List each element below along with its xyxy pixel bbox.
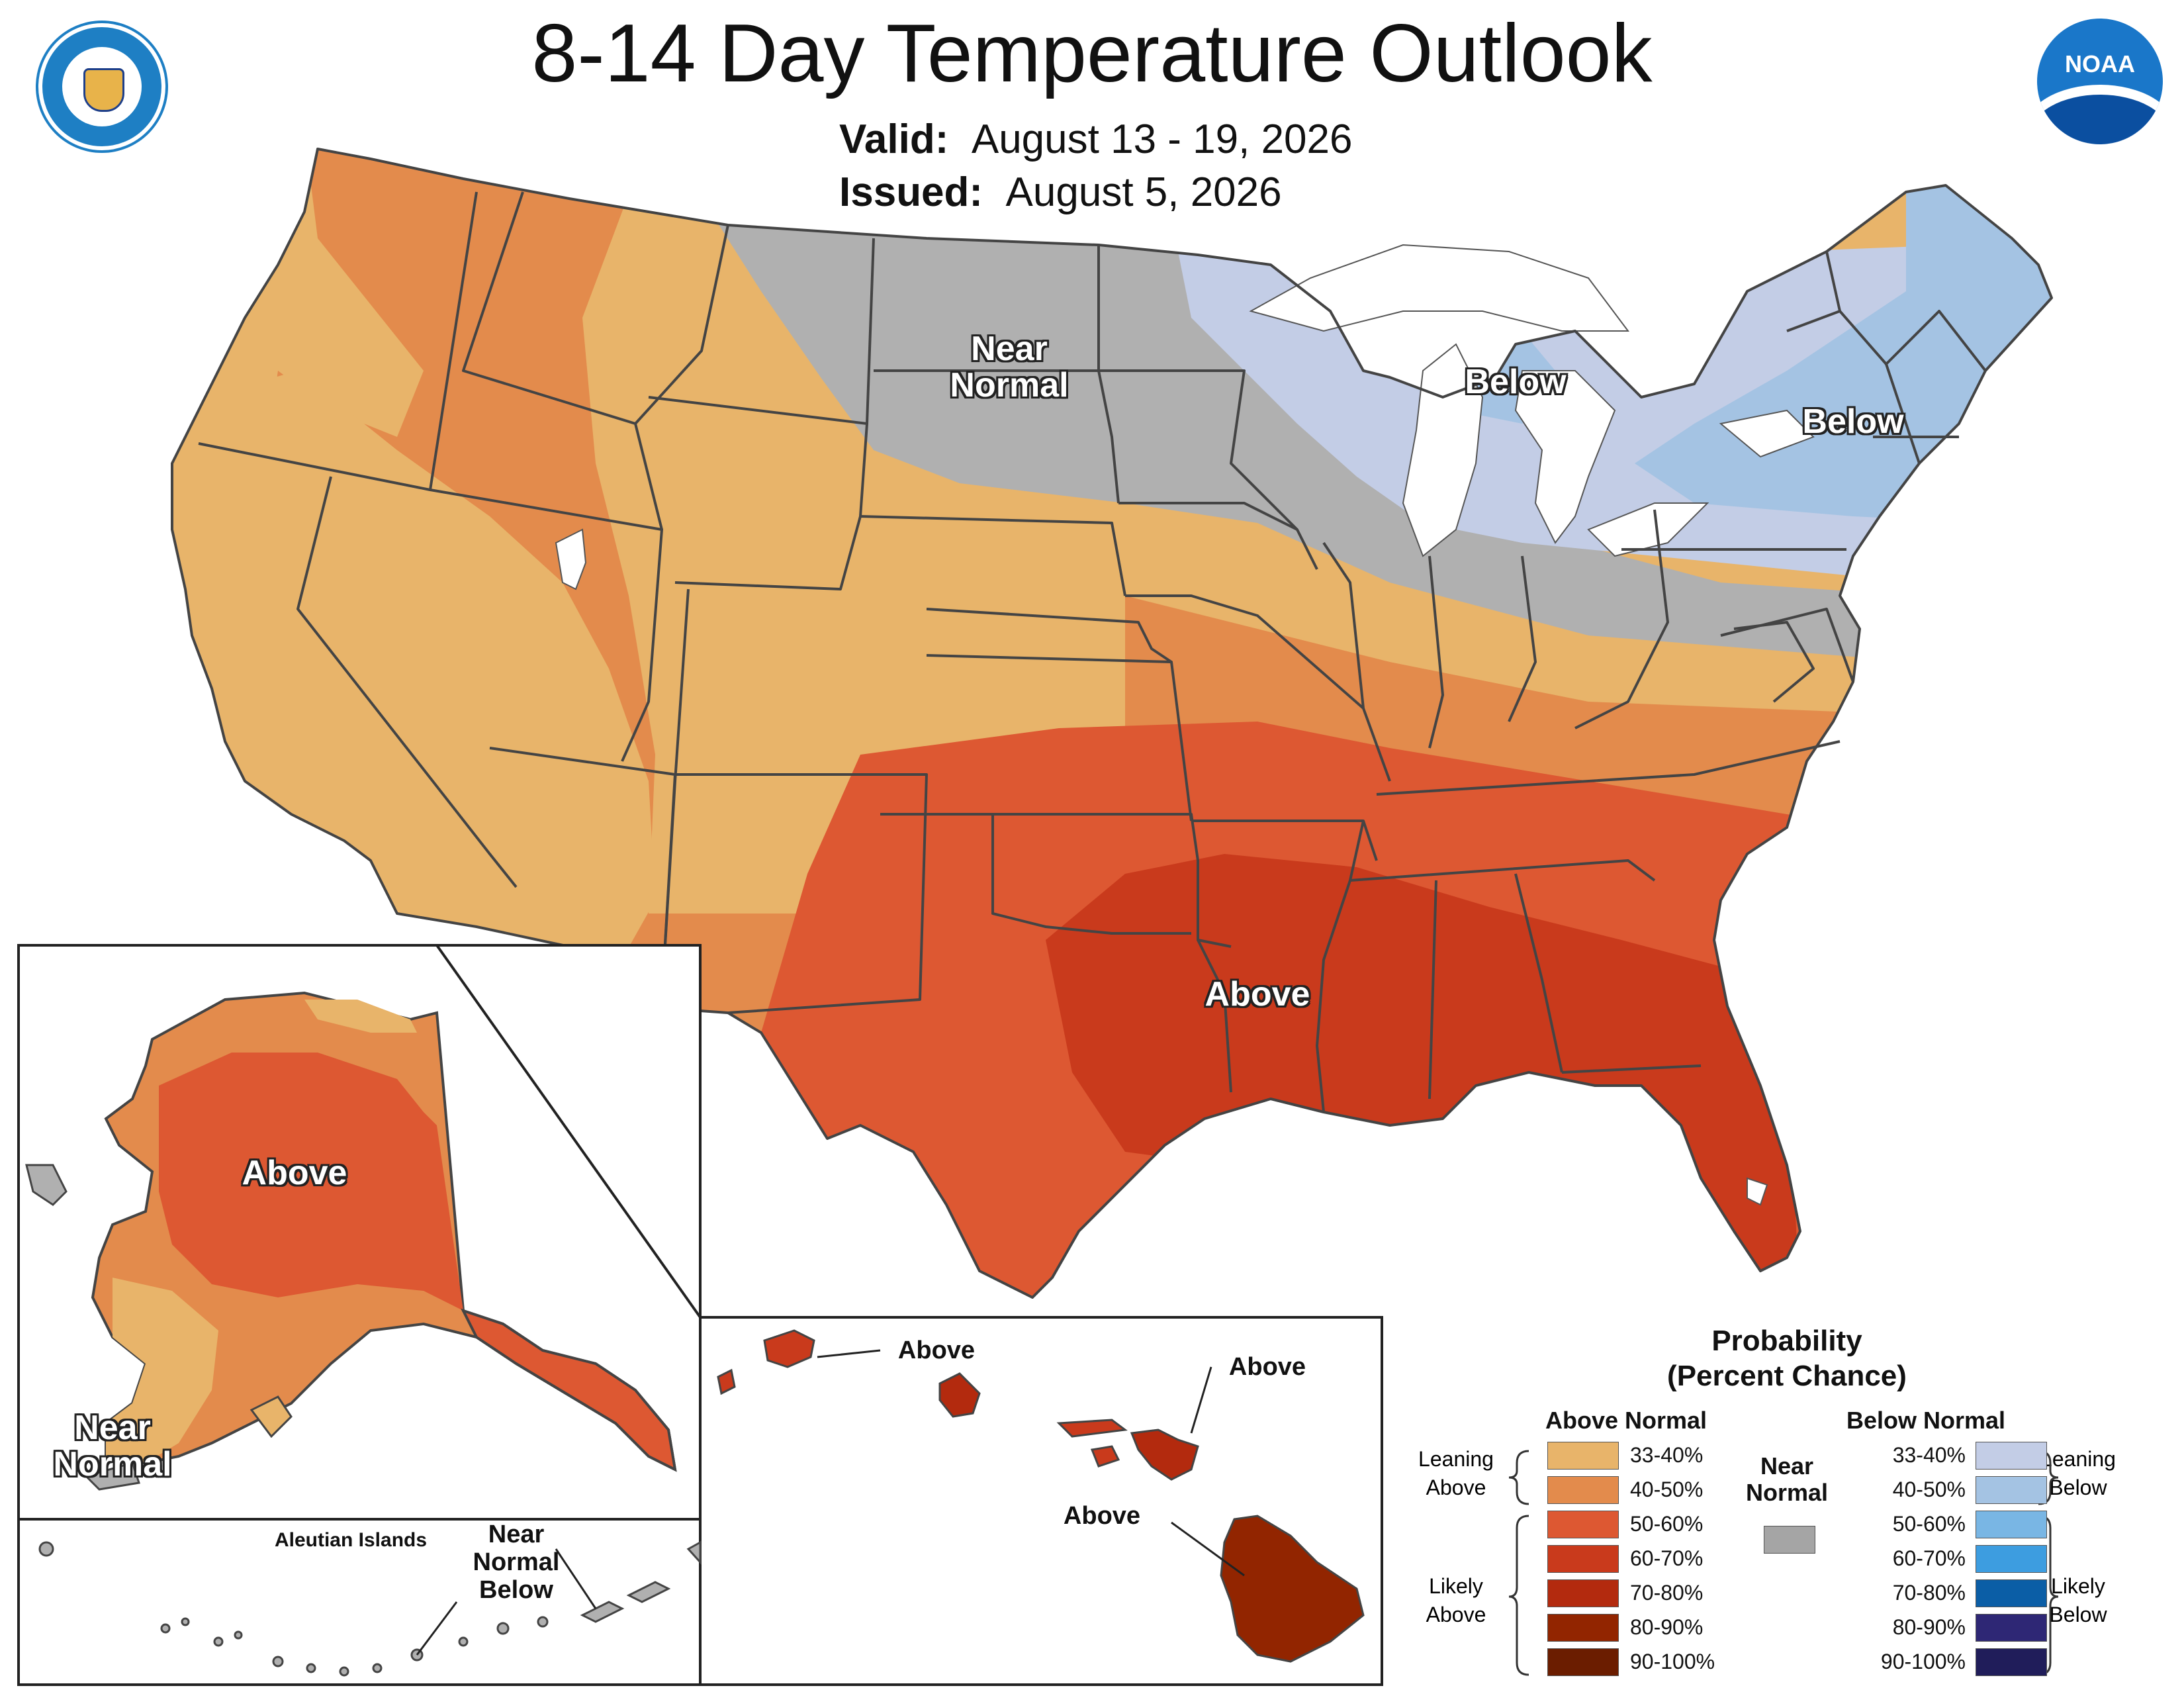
legend-below-swatch	[1976, 1511, 2047, 1538]
legend-near-normal-swatch	[1764, 1526, 1815, 1554]
legend-below-swatch	[1976, 1614, 2047, 1642]
issued-line: Issued: August 5, 2026	[839, 169, 1282, 216]
legend-above-label: 33-40%	[1630, 1443, 1704, 1467]
legend-leaning-below: Leaning Below	[2040, 1447, 2116, 1500]
state-borders	[171, 148, 2053, 1299]
alaska-map	[25, 991, 677, 1491]
legend-below-label: 90-100%	[1880, 1650, 1966, 1673]
legend-below-label: 33-40%	[1892, 1443, 1966, 1467]
legend-above-swatch	[1547, 1511, 1619, 1538]
legend-below-label: 40-50%	[1892, 1477, 1966, 1501]
valid-line: Valid: August 13 - 19, 2026	[839, 116, 1353, 163]
conus-above-label: Above	[1205, 975, 1310, 1013]
legend-above-label: 60-70%	[1630, 1546, 1704, 1570]
legend-above-swatch	[1547, 1648, 1619, 1676]
conus-below-label-northeast: Below	[1802, 402, 1904, 441]
hawaii-above-label-big-island: Above	[1063, 1502, 1141, 1530]
legend-near-normal: Near Normal	[1745, 1452, 1829, 1506]
legend-above-label: 50-60%	[1630, 1512, 1704, 1536]
legend-below-header: Below Normal	[1846, 1407, 2006, 1434]
legend-above-label: 70-80%	[1630, 1581, 1704, 1605]
valid-value: August 13 - 19, 2026	[971, 117, 1353, 162]
legend-above-label: 80-90%	[1630, 1615, 1704, 1639]
lake-okeechobee	[1747, 1177, 1768, 1206]
conus-near-normal-label: Near Normal	[950, 330, 1069, 404]
legend-below-swatch	[1976, 1545, 2047, 1573]
legend-above-swatch	[1547, 1579, 1619, 1607]
aleutian-islands-label: Aleutian Islands	[274, 1529, 428, 1551]
alaska-above-label: Above	[242, 1154, 347, 1192]
legend-above-swatch	[1547, 1614, 1619, 1642]
legend-title: Probability (Percent Chance)	[1667, 1325, 1907, 1392]
aleutian-near-normal-below-label: Near Normal Below	[473, 1521, 560, 1604]
legend-above-swatch	[1547, 1476, 1619, 1504]
legend-below-label: 70-80%	[1892, 1581, 1966, 1605]
legend-below-label: 50-60%	[1892, 1512, 1966, 1536]
legend-below-swatch	[1976, 1476, 2047, 1504]
legend-likely-below: Likely Below	[2049, 1574, 2107, 1627]
legend-below-swatch	[1976, 1442, 2047, 1470]
issued-value: August 5, 2026	[1005, 169, 1282, 215]
alaska-near-normal-label: Near Normal	[53, 1409, 172, 1483]
issued-label: Issued:	[839, 169, 983, 215]
legend-above-label: 40-50%	[1630, 1477, 1704, 1501]
legend-likely-above: Likely Above	[1426, 1574, 1486, 1627]
valid-label: Valid:	[839, 117, 949, 162]
great-lakes	[1249, 244, 1815, 557]
legend-below-label: 80-90%	[1892, 1615, 1966, 1639]
legend-above-header: Above Normal	[1545, 1407, 1707, 1434]
commerce-seal	[38, 23, 165, 150]
legend-above-swatch	[1547, 1442, 1619, 1470]
legend-below-swatch	[1976, 1648, 2047, 1676]
legend-below-label: 60-70%	[1892, 1546, 1966, 1570]
conus-below-label-midwest: Below	[1465, 363, 1567, 401]
legend-leaning-above: Leaning Above	[1418, 1447, 1494, 1500]
legend-above-swatch	[1547, 1545, 1619, 1573]
great-salt-lake	[555, 528, 587, 590]
aleutian-islands	[38, 1540, 702, 1677]
hawaii-islands	[717, 1329, 1365, 1663]
legend-above-label: 90-100%	[1630, 1650, 1715, 1673]
noaa-logo: NOAA	[2037, 19, 2163, 144]
page-title: 8-14 Day Temperature Outlook	[531, 8, 1653, 99]
hawaii-above-label-kauai: Above	[897, 1336, 976, 1364]
legend-brackets	[1508, 1450, 2059, 1676]
legend-below-swatch	[1976, 1579, 2047, 1607]
hawaii-above-label-maui: Above	[1228, 1353, 1306, 1381]
aleutian-inset-frame	[17, 1518, 702, 1686]
